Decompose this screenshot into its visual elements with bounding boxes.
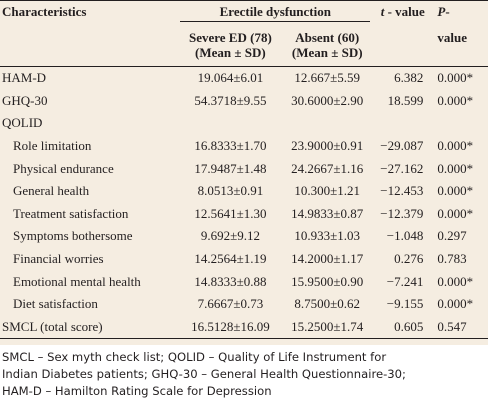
t-value: −1.048 (386, 228, 424, 244)
row-label: Symptoms bothersome (13, 228, 133, 244)
p-value (433, 112, 488, 135)
table-panel: Characteristics Erectile dysfunction t -… (0, 0, 488, 345)
p-value: 0.000* (437, 70, 474, 86)
severe-ed-value: 8.0513±0.91 (197, 183, 264, 199)
p-value: 0.000* (437, 183, 474, 199)
p-value: 0.000* (437, 296, 474, 312)
row-label: Treatment satisfaction (13, 205, 129, 221)
p-value-header-cont: value (433, 28, 488, 67)
t-value (372, 112, 433, 135)
t-value: −12.453 (380, 183, 424, 199)
empty-header (0, 28, 179, 67)
absent-value: 14.9833±0.87 (291, 205, 364, 221)
p-value: 0.000* (437, 273, 474, 289)
t-value: 18.599 (387, 92, 424, 108)
results-table: Characteristics Erectile dysfunction t -… (0, 0, 488, 340)
t-value-header: t - value (372, 0, 434, 28)
severe-ed-value: 16.5128±16.09 (178, 315, 283, 340)
t-value: −9.155 (386, 296, 424, 312)
p-value: 0.783 (437, 251, 467, 267)
t-value: −27.162 (380, 160, 424, 176)
absent-value: 15.2500±1.74 (282, 315, 373, 340)
t-value: −29.087 (380, 138, 424, 154)
absent-value: 30.6000±2.90 (291, 92, 364, 108)
t-value: 0.605 (372, 315, 434, 340)
table-row: Treatment satisfaction 12.5641±1.30 14.983… (0, 203, 488, 226)
p-value: 0.000* (437, 205, 474, 221)
p-value: 0.000* (437, 138, 474, 154)
absent-value: 15.9500±0.90 (291, 273, 364, 289)
severe-ed-header: Severe ED (78) (Mean ± SD) (178, 28, 283, 67)
table-row: Symptoms bothersome 9.692±9.12 10.933±1.03… (0, 225, 488, 248)
row-label: Diet satisfaction (13, 296, 98, 312)
row-label: QOLID (2, 115, 43, 131)
p-value-header: P- (433, 0, 488, 28)
absent-value: 8.7500±0.62 (294, 296, 361, 312)
subheader-row: Severe ED (78) (Mean ± SD) Absent (60) (Me… (0, 28, 488, 67)
absent-value: 24.2667±1.16 (291, 160, 364, 176)
severe-ed-value: 9.692±9.12 (200, 228, 260, 244)
table-row: General health 8.0513±0.91 10.300±1.21 −12.… (0, 180, 488, 203)
table-row: Financial worries 14.2564±1.19 14.2000±1.1… (0, 248, 488, 271)
table-row: Role limitation 16.8333±1.70 23.9000±0.91−… (0, 135, 488, 158)
absent-value (282, 112, 372, 135)
footnote-line: Indian Diabetes patients; GHQ-30 – Gener… (2, 367, 406, 381)
footnote: SMCL – Sex myth check list; QOLID – Qual… (2, 349, 486, 400)
erectile-dysfunction-label: Erectile dysfunction (180, 4, 371, 22)
p-value: 0.297 (437, 228, 467, 244)
severe-ed-value (178, 112, 282, 135)
row-label: Physical endurance (13, 160, 114, 176)
absent-value: 10.933±1.03 (294, 228, 361, 244)
severe-ed-value: 12.5641±1.30 (194, 205, 267, 221)
severe-ed-value: 7.6667±0.73 (197, 296, 264, 312)
absent-value: 23.9000±0.91 (291, 138, 364, 154)
severe-ed-value: 14.8333±0.88 (194, 273, 267, 289)
table-row: HAM-D 19.064±6.01 12.667±5.59 6.382 0.000* (0, 67, 488, 90)
table-body: HAM-D 19.064±6.01 12.667±5.59 6.382 0.000* GH… (0, 67, 488, 340)
absent-header: Absent (60) (Mean ± SD) (282, 28, 373, 67)
t-value: −12.379 (380, 205, 424, 221)
table-row: Emotional mental health 14.8333±0.88 15.95… (0, 270, 488, 293)
table-row: Physical endurance 17.9487±1.48 24.2667±1.… (0, 157, 488, 180)
severe-ed-value: 16.8333±1.70 (194, 138, 267, 154)
row-label: GHQ-30 (2, 92, 48, 108)
t-value: 6.382 (394, 70, 424, 86)
t-value: 0.276 (394, 251, 424, 267)
t-value: −7.241 (386, 273, 424, 289)
severe-ed-value: 54.3718±9.55 (194, 92, 267, 108)
table-row: SMCL (total score) 16.5128±16.09 15.2500±1… (0, 315, 488, 340)
p-value: 0.000* (437, 92, 474, 108)
table-row: GHQ-30 54.3718±9.55 30.6000±2.90 18.599 0.00… (0, 90, 488, 113)
row-label: Emotional mental health (13, 273, 141, 289)
severe-ed-value: 17.9487±1.48 (194, 160, 267, 176)
severe-ed-value: 19.064±6.01 (197, 70, 264, 86)
footnote-line: HAM-D – Hamilton Rating Scale for Depres… (2, 384, 272, 398)
table-row: QOLID (0, 112, 488, 135)
table-row: Diet satisfaction 7.6667±0.73 8.7500±0.62 −… (0, 293, 488, 316)
p-value: 0.547 (433, 315, 488, 340)
t-value-header-cont (372, 28, 434, 67)
absent-value: 10.300±1.21 (294, 183, 361, 199)
severe-ed-value: 14.2564±1.19 (194, 251, 267, 267)
characteristics-header: Characteristics (0, 0, 179, 28)
p-value: 0.000* (437, 160, 474, 176)
footnote-line: SMCL – Sex myth check list; QOLID – Qual… (2, 350, 387, 364)
absent-value: 14.2000±1.17 (291, 251, 364, 267)
row-label: Financial worries (13, 251, 104, 267)
row-label: Role limitation (13, 138, 92, 154)
erectile-dysfunction-header: Erectile dysfunction (178, 0, 373, 28)
header-row: Characteristics Erectile dysfunction t -… (0, 0, 488, 28)
absent-value: 12.667±5.59 (294, 70, 361, 86)
row-label: SMCL (total score) (0, 315, 179, 340)
row-label: HAM-D (2, 70, 47, 86)
row-label: General health (13, 183, 90, 199)
